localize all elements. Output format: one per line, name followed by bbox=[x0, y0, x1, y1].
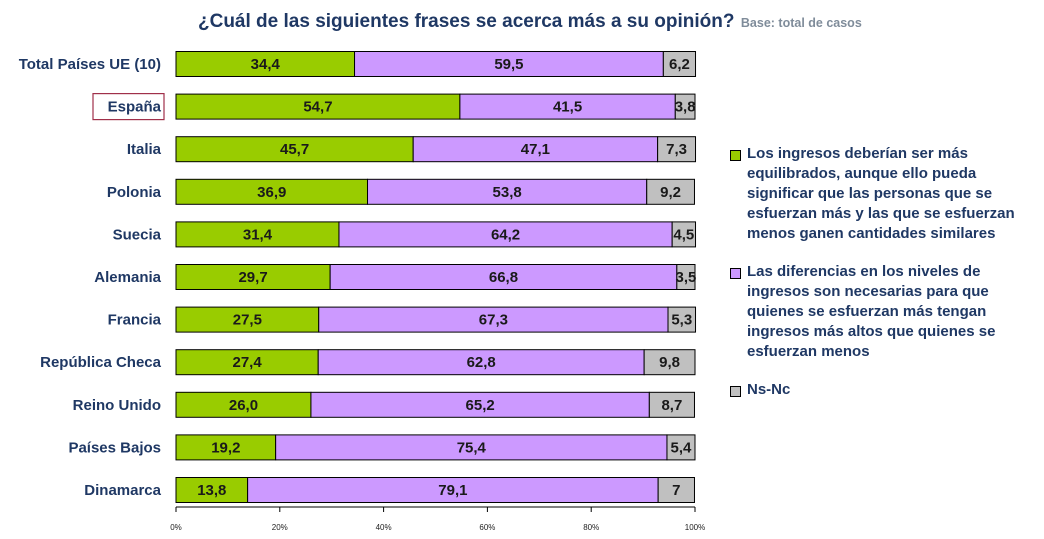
data-label: 53,8 bbox=[493, 184, 522, 201]
data-label: 3,5 bbox=[675, 269, 696, 286]
legend: Los ingresos deberían ser más equilibrad… bbox=[730, 144, 1042, 418]
bar-segment-series-3 bbox=[646, 178, 695, 205]
bar-segment-series-2 bbox=[247, 477, 659, 503]
bar-segment-series-2 bbox=[338, 221, 673, 248]
bar-segment-series-1 bbox=[175, 178, 369, 205]
legend-item-series-3: Ns-Nc bbox=[730, 380, 1042, 400]
bar-segment-series-2 bbox=[329, 264, 678, 290]
bar-segment-series-3 bbox=[676, 264, 696, 290]
category-label: Total Países UE (10) bbox=[19, 56, 161, 73]
bar-segment-series-1 bbox=[175, 477, 249, 503]
data-label: 47,1 bbox=[521, 141, 550, 158]
data-label: 59,5 bbox=[494, 56, 523, 73]
data-label: 3,8 bbox=[675, 99, 696, 116]
data-label: 31,4 bbox=[243, 226, 273, 243]
bar-segment-series-3 bbox=[671, 221, 697, 248]
chart-title-block: ¿Cuál de las siguientes frases se acerca… bbox=[198, 11, 862, 33]
x-tick-label: 40% bbox=[376, 523, 392, 532]
data-label: 54,7 bbox=[303, 99, 332, 116]
legend-label-series-3: Ns-Nc bbox=[747, 381, 791, 398]
data-label: 75,4 bbox=[457, 439, 487, 456]
category-label: República Checa bbox=[40, 354, 162, 371]
bar-segment-series-2 bbox=[459, 93, 676, 120]
category-label: Francia bbox=[108, 312, 162, 329]
bar-segment-series-3 bbox=[674, 93, 696, 120]
data-label: 9,2 bbox=[660, 184, 681, 201]
bar-segment-series-1 bbox=[175, 93, 461, 120]
data-label: 9,8 bbox=[659, 354, 680, 371]
bar-segment-series-3 bbox=[662, 51, 697, 77]
highlight-box bbox=[92, 92, 165, 121]
data-label: 45,7 bbox=[280, 141, 309, 158]
bar-segment-series-2 bbox=[412, 136, 659, 163]
legend-label-series-1: Los ingresos deberían ser más equilibrad… bbox=[747, 145, 1015, 242]
legend-swatch-series-1 bbox=[730, 150, 741, 161]
bar-segment-series-2 bbox=[354, 51, 664, 77]
bar-segment-series-2 bbox=[310, 391, 650, 418]
bar-segment-series-3 bbox=[648, 391, 695, 418]
data-label: 29,7 bbox=[238, 269, 267, 286]
data-label: 19,2 bbox=[211, 439, 240, 456]
chart-title: ¿Cuál de las siguientes frases se acerca… bbox=[198, 11, 735, 32]
bar-segment-series-3 bbox=[657, 136, 697, 163]
data-label: 36,9 bbox=[257, 184, 286, 201]
data-label: 41,5 bbox=[553, 99, 582, 116]
bar-segment-series-1 bbox=[175, 264, 331, 290]
x-tick-label: 80% bbox=[583, 523, 599, 532]
chart-subtitle: Base: total de casos bbox=[740, 16, 862, 30]
data-label: 64,2 bbox=[491, 226, 520, 243]
data-label: 8,7 bbox=[661, 397, 682, 414]
legend-item-series-1: Los ingresos deberían ser más equilibrad… bbox=[730, 144, 1042, 244]
category-label: Alemania bbox=[94, 269, 161, 286]
data-label: 13,8 bbox=[197, 482, 226, 499]
bar-segment-series-1 bbox=[175, 391, 312, 418]
legend-label-series-2: Las diferencias en los niveles de ingres… bbox=[747, 263, 996, 360]
bar-segment-series-1 bbox=[175, 434, 277, 461]
bar-segment-series-2 bbox=[275, 434, 668, 461]
bar-segment-series-3 bbox=[666, 434, 696, 461]
data-label: 34,4 bbox=[251, 56, 281, 73]
data-label: 67,3 bbox=[479, 312, 508, 329]
category-label: Italia bbox=[127, 141, 162, 158]
data-label: 7 bbox=[672, 482, 680, 499]
legend-item-series-2: Las diferencias en los niveles de ingres… bbox=[730, 262, 1042, 362]
category-label: Dinamarca bbox=[84, 482, 161, 499]
category-label: Reino Unido bbox=[73, 397, 161, 414]
data-label: 26,0 bbox=[229, 397, 258, 414]
data-label: 5,4 bbox=[671, 439, 693, 456]
bar-segment-series-1 bbox=[175, 306, 320, 333]
category-label: Países Bajos bbox=[68, 439, 161, 456]
category-label: Suecia bbox=[113, 226, 162, 243]
bar-segment-series-1 bbox=[175, 221, 340, 248]
bar-segment-series-3 bbox=[643, 349, 696, 376]
data-label: 66,8 bbox=[489, 269, 518, 286]
data-label: 6,2 bbox=[669, 56, 690, 73]
x-tick-label: 0% bbox=[170, 523, 182, 532]
x-tick-label: 60% bbox=[479, 523, 495, 532]
data-label: 79,1 bbox=[438, 482, 467, 499]
legend-swatch-series-3 bbox=[730, 386, 741, 397]
category-label: Polonia bbox=[107, 184, 162, 201]
data-label: 27,4 bbox=[233, 354, 263, 371]
x-tick-label: 20% bbox=[272, 523, 288, 532]
bar-segment-series-2 bbox=[367, 178, 648, 205]
data-label: 7,3 bbox=[666, 141, 687, 158]
category-label: España bbox=[108, 99, 162, 116]
bar-segment-series-2 bbox=[318, 306, 669, 333]
data-label: 4,5 bbox=[673, 226, 694, 243]
bar-segment-series-1 bbox=[175, 136, 414, 163]
bar-segment-series-3 bbox=[667, 306, 697, 333]
data-label: 5,3 bbox=[671, 312, 692, 329]
legend-swatch-series-2 bbox=[730, 268, 741, 279]
x-tick-label: 100% bbox=[685, 523, 705, 532]
data-label: 65,2 bbox=[466, 397, 495, 414]
data-label: 27,5 bbox=[233, 312, 262, 329]
data-label: 62,8 bbox=[467, 354, 496, 371]
bar-segment-series-3 bbox=[657, 477, 695, 503]
